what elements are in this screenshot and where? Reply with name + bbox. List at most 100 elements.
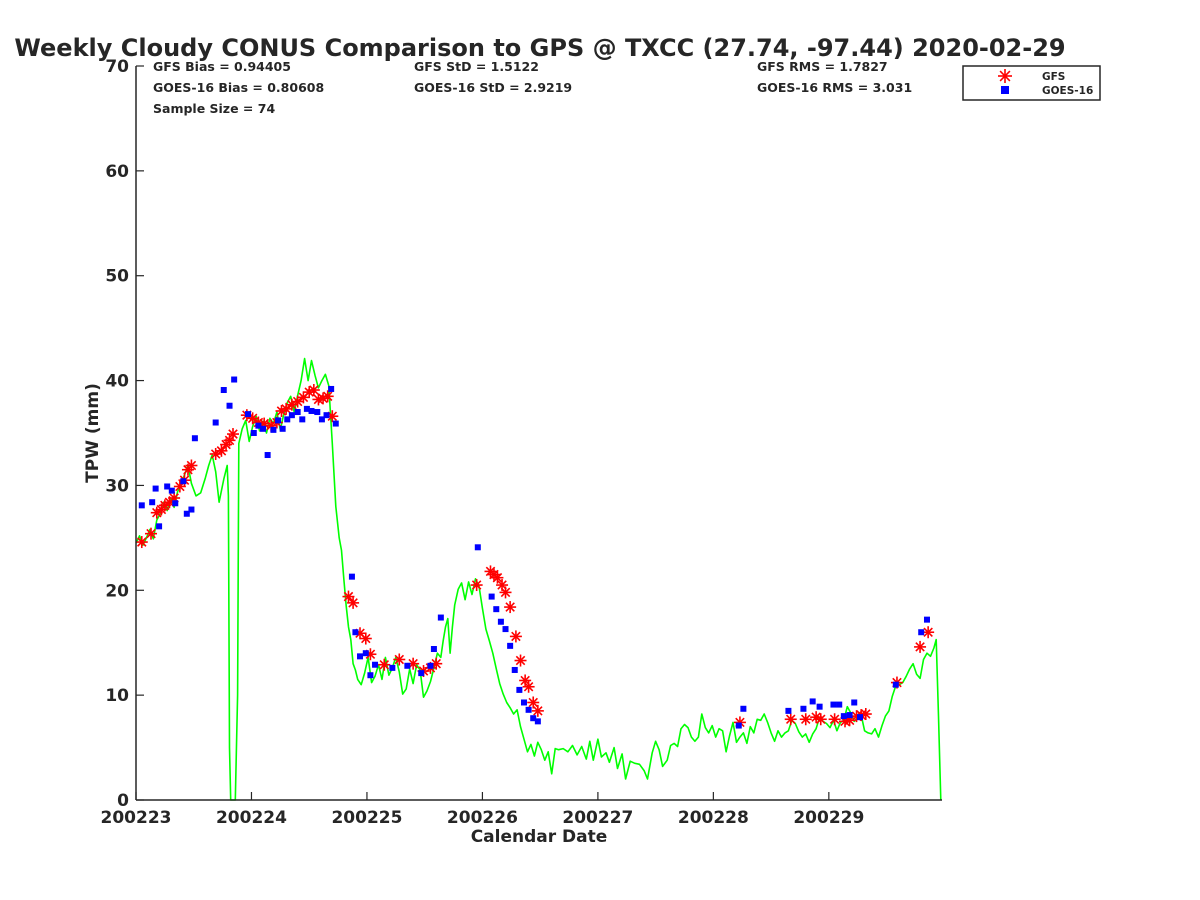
data-point — [152, 485, 159, 492]
x-tick-label: 200224 — [216, 808, 287, 828]
data-point — [348, 573, 355, 580]
data-point — [407, 657, 420, 670]
data-point — [840, 713, 847, 720]
data-point — [270, 426, 277, 433]
data-point — [522, 680, 535, 693]
data-point — [332, 420, 339, 427]
data-point — [525, 706, 532, 713]
data-point — [318, 416, 325, 423]
data-point — [914, 640, 927, 653]
data-point — [502, 626, 509, 633]
y-tick-label: 20 — [105, 581, 129, 601]
data-point — [830, 701, 837, 708]
data-point — [534, 718, 541, 725]
data-point — [530, 715, 537, 722]
data-point — [212, 419, 219, 426]
data-point — [260, 425, 267, 432]
y-tick-label: 70 — [105, 57, 129, 77]
data-point — [828, 713, 841, 726]
data-point — [359, 632, 372, 645]
data-point — [814, 713, 827, 726]
x-axis-label: Calendar Date — [471, 827, 608, 847]
y-tick-label: 10 — [105, 686, 129, 706]
data-point — [288, 412, 295, 419]
data-point — [851, 699, 858, 706]
data-point — [509, 630, 522, 643]
data-point — [799, 713, 812, 726]
data-point — [209, 447, 222, 460]
data-point — [836, 701, 843, 708]
data-point — [488, 593, 495, 600]
data-point — [231, 376, 238, 383]
data-point — [172, 500, 179, 507]
data-point — [321, 390, 334, 403]
series-goes-16 — [138, 376, 930, 729]
data-point — [357, 653, 364, 660]
x-tick-label: 200227 — [562, 808, 633, 828]
data-point — [168, 487, 175, 494]
data-point — [255, 422, 262, 429]
data-point — [226, 402, 233, 409]
data-point — [372, 661, 379, 668]
legend-entry: GOES-16 — [1001, 85, 1093, 97]
data-point — [491, 571, 504, 584]
x-tick-label: 200228 — [678, 808, 749, 828]
data-point — [507, 642, 514, 649]
data-point — [470, 579, 483, 592]
data-point — [531, 704, 544, 717]
data-point — [499, 586, 512, 599]
legend: GFS GOES-16 — [962, 65, 1101, 101]
series-gfs — [135, 384, 935, 729]
y-tick-label: 30 — [105, 476, 129, 496]
data-point — [138, 502, 145, 509]
data-point — [220, 387, 227, 394]
data-point — [185, 459, 198, 472]
data-point — [279, 425, 286, 432]
data-point — [307, 384, 320, 397]
data-point — [923, 616, 930, 623]
y-tick-label: 40 — [105, 372, 129, 392]
data-point — [493, 606, 500, 613]
data-point — [497, 618, 504, 625]
data-point — [514, 654, 527, 667]
data-point — [164, 483, 171, 490]
y-tick-label: 60 — [105, 162, 129, 182]
plot-area: 0 10 20 30 40 50 60 70 200223 200224 200225 200226 2… — [101, 57, 942, 828]
y-tick-label: 50 — [105, 267, 129, 287]
data-point — [735, 722, 742, 729]
data-point — [418, 670, 425, 677]
data-point — [516, 686, 523, 693]
data-point — [404, 662, 411, 669]
data-point — [520, 699, 527, 706]
x-tick-label: 200225 — [331, 808, 402, 828]
x-tick-label: 200226 — [447, 808, 518, 828]
data-point — [367, 672, 374, 679]
data-point — [378, 658, 391, 671]
data-point — [264, 452, 271, 459]
data-point — [328, 385, 335, 392]
stats-block: GFS Bias = 0.94405 GFS StD = 1.5122 GFS RM… — [153, 59, 912, 116]
legend-box — [962, 65, 1101, 101]
data-point — [922, 626, 935, 639]
stat-text: GFS RMS = 1.7827 — [757, 59, 888, 74]
data-point — [191, 435, 198, 442]
data-point — [857, 714, 864, 721]
legend-label: GFS — [1042, 71, 1065, 83]
legend-marker — [1001, 86, 1009, 94]
data-point — [740, 705, 747, 712]
data-point — [816, 703, 823, 710]
data-point — [784, 713, 797, 726]
stat-text: GFS StD = 1.5122 — [414, 59, 539, 74]
data-point — [474, 544, 481, 551]
data-point — [352, 629, 359, 636]
data-point — [156, 523, 163, 530]
x-tick-label: 200229 — [793, 808, 864, 828]
data-point — [918, 629, 925, 636]
data-point — [892, 681, 899, 688]
stat-text: GOES-16 RMS = 3.031 — [757, 80, 912, 95]
data-point — [312, 393, 325, 406]
data-point — [362, 650, 369, 657]
stat-text: Sample Size = 74 — [153, 101, 275, 116]
data-point — [308, 407, 315, 414]
